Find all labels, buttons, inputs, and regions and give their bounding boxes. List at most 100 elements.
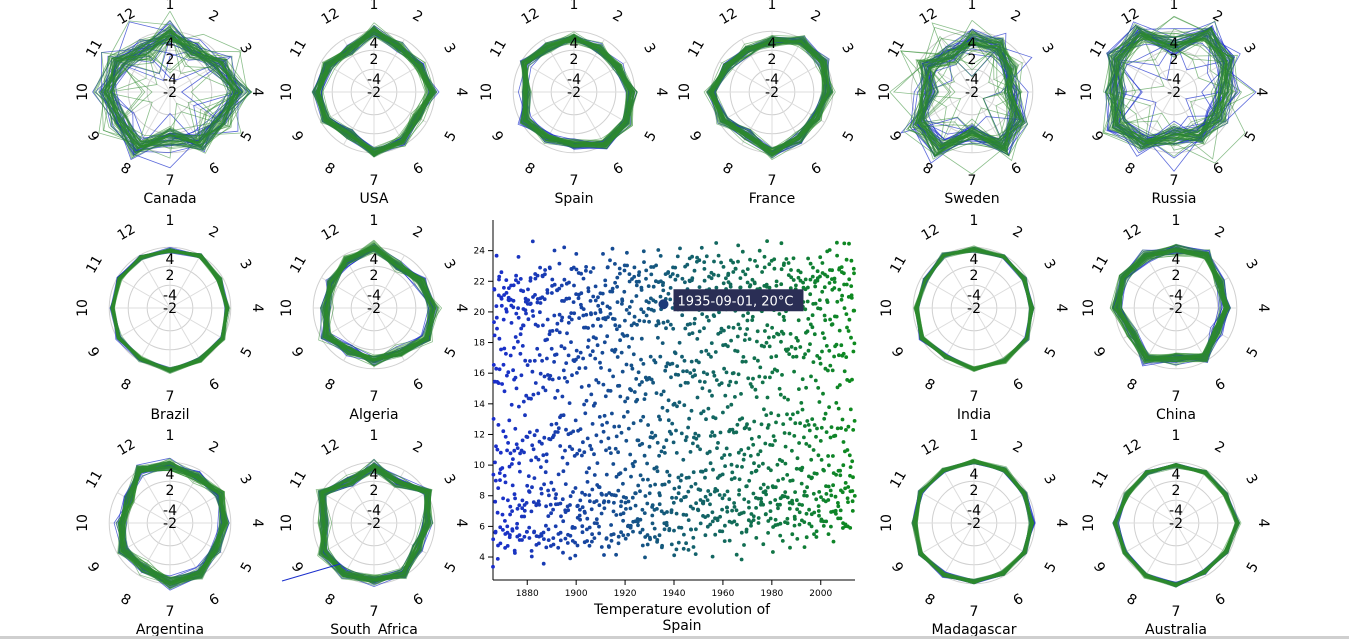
temperature-point [570, 447, 575, 451]
temperature-point [581, 440, 585, 445]
year-line [1107, 33, 1239, 147]
month-label: 10 [1081, 299, 1097, 317]
temperature-point [793, 490, 797, 494]
year-line [316, 28, 433, 157]
temperature-point [634, 283, 639, 288]
year-line [1110, 23, 1231, 160]
temperature-point [508, 353, 513, 358]
temperature-point [849, 258, 854, 263]
year-line [118, 463, 224, 585]
temperature-point [548, 373, 553, 378]
temperature-point [504, 351, 508, 356]
temperature-point [570, 373, 574, 378]
radar-tick-label: -2 [967, 516, 981, 532]
month-label: 5 [238, 129, 256, 145]
temperature-point [800, 407, 805, 412]
temperature-point [631, 464, 636, 469]
temperature-point [686, 425, 690, 430]
temperature-point [802, 520, 807, 524]
temperature-point [666, 418, 671, 423]
x-tick-label: 1960 [711, 589, 734, 599]
temperature-point [775, 462, 780, 467]
temperature-point [654, 391, 659, 395]
temperature-point [831, 539, 836, 544]
temperature-point [596, 380, 601, 385]
temperature-point [806, 256, 810, 261]
temperature-point [584, 470, 589, 475]
temperature-point [568, 494, 573, 499]
temperature-point [574, 357, 578, 362]
temperature-point [750, 384, 754, 389]
temperature-point [815, 354, 820, 358]
y-tick-label: 10 [474, 461, 486, 471]
temperature-point [720, 529, 725, 534]
temperature-point [704, 254, 709, 259]
radar-tick-label: -4 [367, 288, 381, 304]
temperature-point [792, 523, 797, 528]
temperature-point [781, 422, 786, 426]
temperature-point [647, 319, 651, 324]
temperature-point [531, 447, 536, 452]
temperature-point [789, 275, 794, 280]
temperature-point [616, 534, 621, 539]
highlight-point[interactable] [658, 299, 669, 310]
month-label: 12 [319, 221, 342, 244]
month-label: 7 [370, 604, 379, 620]
spoke [943, 307, 975, 361]
temperature-point [785, 521, 790, 526]
temperature-point [715, 446, 719, 450]
temperature-point [675, 364, 680, 368]
month-label: 10 [677, 83, 693, 101]
temperature-point [662, 445, 666, 450]
radar-tick-label: 4 [768, 36, 777, 52]
temperature-point [820, 331, 825, 335]
year-line [105, 37, 238, 158]
temperature-point [739, 392, 743, 396]
temperature-point [754, 506, 758, 510]
temperature-point [549, 346, 554, 351]
month-label: 10 [879, 299, 895, 317]
month-label: 7 [970, 604, 979, 620]
month-label: 2 [206, 7, 222, 25]
temperature-point [668, 297, 673, 302]
temperature-point [725, 405, 730, 409]
temperature-point [846, 485, 851, 489]
temperature-point [774, 279, 779, 284]
temperature-point [520, 344, 525, 348]
temperature-point [770, 370, 775, 375]
temperature-point [524, 501, 529, 505]
temperature-point [642, 260, 646, 264]
month-label: 11 [885, 37, 908, 60]
temperature-point [558, 530, 563, 535]
year-line [892, 27, 1022, 150]
temperature-point [815, 426, 819, 431]
temperature-point [787, 431, 792, 436]
temperature-point [597, 415, 602, 419]
temperature-point [580, 453, 584, 458]
temperature-point [760, 270, 764, 274]
temperature-point [850, 377, 854, 382]
temperature-point [698, 498, 703, 502]
temperature-point [741, 510, 746, 515]
temperature-point [557, 286, 562, 291]
temperature-point [556, 426, 561, 431]
temperature-point [749, 470, 754, 475]
year-line [318, 31, 433, 152]
temperature-point [640, 543, 645, 548]
temperature-point [650, 430, 654, 435]
